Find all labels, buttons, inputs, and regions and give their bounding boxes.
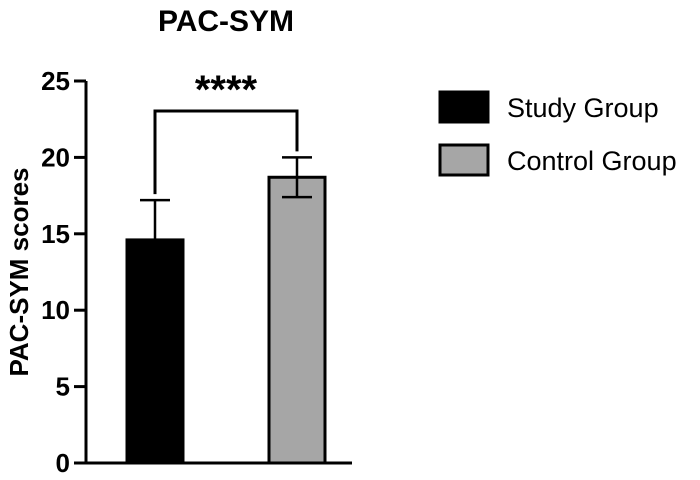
y-tick-label: 25 <box>41 66 70 96</box>
significance-label: **** <box>195 68 258 112</box>
y-tick-label: 0 <box>56 448 70 478</box>
bar-control-group <box>267 175 327 465</box>
legend-swatch-control-group <box>438 143 490 177</box>
significance-bracket: **** <box>153 68 299 195</box>
legend-swatch-study-group <box>438 90 490 124</box>
significance-bracket-line <box>153 109 299 195</box>
error-bar-study-group <box>140 198 170 280</box>
legend-label: Study Group <box>507 93 659 123</box>
y-ticks: 0 5 10 15 20 25 <box>41 66 86 478</box>
y-tick-label: 15 <box>41 219 70 249</box>
legend: Study Group Control Group <box>438 90 677 177</box>
y-axis-label: PAC-SYM scores <box>4 167 34 376</box>
legend-label: Control Group <box>507 146 677 176</box>
y-tick-label: 10 <box>41 295 70 325</box>
bars <box>125 175 327 465</box>
y-tick-label: 20 <box>41 142 70 172</box>
y-tick-label: 5 <box>56 372 70 402</box>
error-bars <box>140 156 312 280</box>
chart-title: PAC-SYM <box>158 5 294 38</box>
error-bar-control-group <box>282 156 312 199</box>
